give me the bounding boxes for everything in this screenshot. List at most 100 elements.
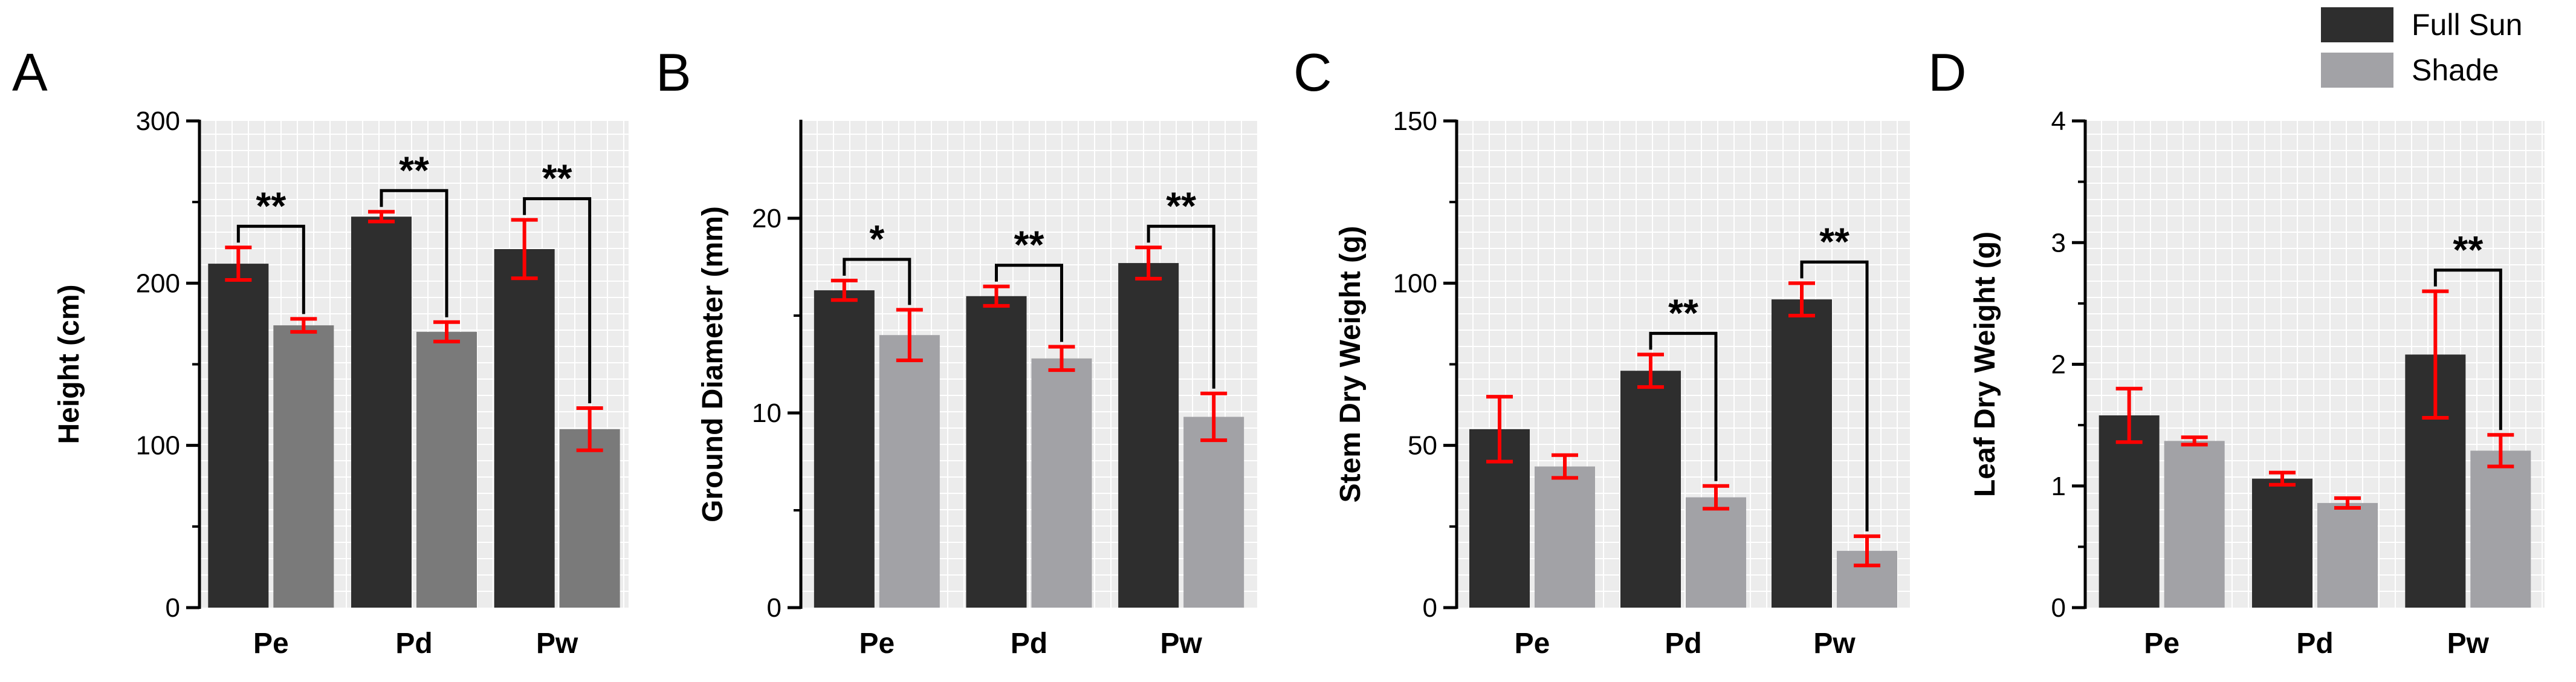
error-bar-full-sun-pe <box>2115 386 2143 444</box>
bar-shade-pd <box>1686 497 1746 608</box>
bar-shade-pw <box>559 429 620 608</box>
x-tick-label-pd: Pd <box>395 628 432 660</box>
significance-label-pw: ** <box>2453 228 2483 271</box>
significance-bracket-pd <box>995 264 1063 342</box>
significance-bracket-pw <box>2433 268 2502 430</box>
chart-panel-d: 0 1 2 3 4 Leaf Dry Weight (g) D Pe Pd Pw ** <box>1928 42 2545 660</box>
error-bar-shade-pd <box>433 320 460 343</box>
chart-panel-a: 0 100 200 300 Height (cm) A Pe ** Pd ** Pw ** <box>12 42 629 660</box>
error-bar-shade-pe <box>896 308 923 363</box>
legend: Full Sun Shade <box>2321 7 2522 88</box>
y-tick-label: 150 <box>1393 106 1437 136</box>
legend-item-full-sun: Full Sun <box>2321 7 2522 42</box>
y-axis-label: Stem Dry Weight (g) <box>1335 226 1367 503</box>
significance-label-pw: ** <box>1166 184 1196 227</box>
significance-bracket-pe <box>843 258 911 305</box>
bar-shade-pw <box>2470 450 2531 608</box>
error-bar-full-sun-pd <box>368 210 395 224</box>
bar-full-sun-pw <box>494 248 555 608</box>
bar-full-sun-pw <box>1118 263 1179 608</box>
error-bar-shade-pd <box>2334 496 2361 510</box>
x-tick-label-pe: Pe <box>253 628 289 660</box>
error-bar-full-sun-pe <box>830 279 858 302</box>
significance-bracket-pw <box>1147 224 1215 389</box>
error-bar-shade-pe <box>1552 453 1578 480</box>
error-bar-full-sun-pw <box>1788 281 1815 317</box>
panel-letter: C <box>1293 42 1332 102</box>
y-tick-label: 100 <box>136 431 180 461</box>
bar-shade-pd <box>1031 358 1092 608</box>
bar-shade-pw <box>1183 417 1244 608</box>
error-bar-full-sun-pd <box>2269 470 2296 487</box>
x-tick-label-pw: Pw <box>2447 628 2490 660</box>
error-bar-shade-pw <box>2487 433 2514 469</box>
significance-bracket-pe <box>236 224 305 314</box>
x-tick-label-pw: Pw <box>536 628 578 660</box>
y-tick-label: 0 <box>767 593 782 623</box>
significance-label-pe: ** <box>256 184 286 227</box>
significance-label-pd: ** <box>399 148 429 192</box>
y-axis-label: Leaf Dry Weight (g) <box>1969 232 2001 497</box>
bar-shade-pe <box>879 335 940 608</box>
bar-full-sun-pe <box>208 264 269 608</box>
y-tick-label: 4 <box>2051 106 2066 136</box>
significance-bracket-pd <box>380 189 448 317</box>
panel-letter: A <box>12 42 48 102</box>
y-tick-label: 10 <box>752 398 782 428</box>
significance-bracket-pd <box>1649 331 1718 481</box>
y-tick-label: 0 <box>166 593 180 623</box>
error-bar-shade-pw <box>576 406 603 452</box>
x-tick-label-pd: Pd <box>2296 628 2333 660</box>
bar-full-sun-pd <box>1620 371 1681 608</box>
error-bar-full-sun-pw <box>511 218 538 281</box>
x-tick-label-pe: Pe <box>1515 628 1550 660</box>
bar-shade-pe <box>1535 466 1595 608</box>
error-bar-full-sun-pw <box>1135 245 1162 281</box>
significance-label-pd: ** <box>1668 291 1698 334</box>
panel-letter: D <box>1928 42 1967 102</box>
x-tick-label-pw: Pw <box>1160 628 1202 660</box>
y-tick-label: 50 <box>1408 431 1437 461</box>
error-bar-shade-pe <box>2181 435 2208 447</box>
bar-shade-pd <box>416 331 477 608</box>
bar-full-sun-pe <box>814 290 875 608</box>
x-tick-label-pd: Pd <box>1665 628 1701 660</box>
legend-label-shade: Shade <box>2412 53 2499 87</box>
y-tick-label: 3 <box>2051 228 2066 258</box>
error-bar-full-sun-pe <box>225 245 252 282</box>
chart-panel-c: 0 50 100 150 Stem Dry Weight (g) C Pe Pd ** Pw ** <box>1293 42 1910 660</box>
bar-full-sun-pe <box>2099 415 2160 608</box>
legend-item-shade: Shade <box>2321 53 2499 88</box>
error-bar-shade-pe <box>290 317 317 334</box>
panel-letter: B <box>656 42 691 102</box>
error-bar-full-sun-pd <box>983 284 1010 308</box>
error-bar-full-sun-pe <box>1486 395 1513 464</box>
significance-bracket-pw <box>1800 260 1869 531</box>
y-tick-label: 1 <box>2051 472 2066 501</box>
bar-shade-pe <box>2164 441 2225 608</box>
y-tick-label: 20 <box>752 204 782 233</box>
y-axis-label: Height (cm) <box>53 285 85 444</box>
legend-swatch-full-sun <box>2321 7 2393 42</box>
legend-swatch-shade <box>2321 53 2393 88</box>
y-axis-label: Ground Diameter (mm) <box>697 206 729 522</box>
x-tick-label-pe: Pe <box>2144 628 2180 660</box>
error-bar-shade-pw <box>1200 391 1228 443</box>
error-bar-shade-pd <box>1703 484 1729 511</box>
significance-label-pd: ** <box>1014 223 1044 267</box>
significance-label-pe: * <box>869 217 884 261</box>
y-tick-label: 200 <box>136 268 180 298</box>
chart-panel-b: 0 10 20 Ground Diameter (mm) B Pe * Pd ** Pw ** <box>656 42 1257 660</box>
error-bar-full-sun-pw <box>2422 289 2449 420</box>
significance-bracket-pw <box>523 197 592 403</box>
x-tick-label-pe: Pe <box>859 628 895 660</box>
y-tick-label: 300 <box>136 106 180 136</box>
error-bar-shade-pd <box>1048 345 1075 372</box>
significance-label-pw: ** <box>1819 219 1849 263</box>
x-tick-label-pd: Pd <box>1011 628 1047 660</box>
y-tick-label: 0 <box>2051 593 2066 623</box>
bar-shade-pd <box>2317 502 2378 608</box>
bar-shade-pe <box>273 325 334 608</box>
